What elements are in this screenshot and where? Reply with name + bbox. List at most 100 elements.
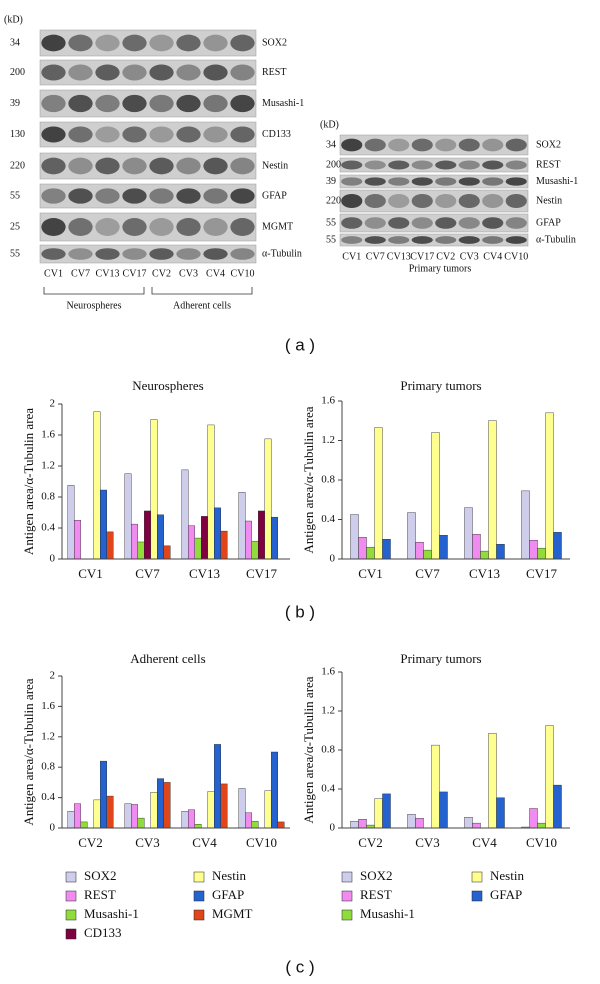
lane-label: CV10 — [504, 251, 528, 262]
bar — [137, 817, 145, 829]
blot-band — [364, 160, 386, 170]
bar — [207, 791, 215, 829]
bar — [537, 822, 546, 829]
bar — [358, 537, 367, 560]
blot-band — [41, 248, 66, 260]
kd-label: 39 — [10, 98, 20, 109]
legend-label: SOX2 — [360, 868, 393, 883]
legend-label: CD133 — [84, 925, 122, 940]
kd-label: 220 — [326, 195, 341, 206]
kd-label: 34 — [10, 37, 20, 48]
bar — [100, 489, 107, 560]
bar — [529, 540, 538, 560]
blot-band — [203, 64, 228, 81]
x-tick-label: CV10 — [246, 835, 277, 850]
legend-swatch — [65, 909, 77, 921]
bar — [238, 788, 246, 829]
bar — [74, 803, 81, 829]
blot-band — [505, 217, 527, 229]
bar — [80, 821, 88, 829]
blot-band — [203, 157, 228, 175]
blot-band — [176, 64, 201, 81]
blot-band — [203, 126, 228, 143]
lane-label: CV17 — [123, 268, 147, 279]
panel-label: ( b ) — [285, 602, 315, 621]
legend-label: Musashi-1 — [84, 906, 139, 921]
blot-band — [341, 160, 363, 170]
bar — [264, 790, 272, 829]
lane-label: CV4 — [483, 251, 502, 262]
bar — [124, 473, 132, 560]
bar — [188, 525, 195, 560]
y-tick-label: 1.6 — [321, 666, 335, 678]
blot-band — [230, 126, 255, 143]
blot-band — [505, 193, 527, 209]
bar — [214, 507, 221, 560]
legend-label: MGMT — [212, 906, 253, 921]
legend-swatch — [193, 871, 205, 883]
y-tick-label: 1.6 — [41, 429, 55, 441]
blot-band — [388, 236, 410, 244]
blot-band — [41, 34, 66, 52]
bar — [93, 411, 101, 560]
lane-label: CV3 — [460, 251, 479, 262]
bar — [144, 510, 151, 560]
chart-title: Adherent cells — [130, 651, 205, 666]
blot-band — [458, 160, 480, 170]
bar — [207, 424, 215, 560]
legend-label: GFAP — [490, 887, 522, 902]
blot-band — [411, 217, 433, 229]
blot-band — [41, 188, 66, 204]
bar — [214, 744, 221, 829]
blot-band — [435, 236, 457, 244]
legend-swatch — [65, 890, 77, 902]
x-tick-label: CV2 — [78, 835, 103, 850]
bar — [407, 814, 416, 829]
blot-band — [482, 138, 504, 152]
bar — [245, 812, 252, 829]
blot-band — [230, 34, 255, 52]
chart-title: Neurospheres — [132, 378, 203, 393]
bar — [251, 820, 259, 829]
chart-title: Primary tumors — [400, 378, 481, 393]
bar — [407, 512, 416, 560]
blot-band — [149, 94, 174, 113]
lane-label: CV1 — [342, 251, 361, 262]
blot-band — [95, 157, 120, 175]
blot-band — [95, 94, 120, 113]
y-tick-label: 0.4 — [321, 783, 335, 795]
y-tick-label: 0.8 — [321, 474, 335, 486]
bar — [67, 485, 75, 560]
blot-band — [41, 64, 66, 81]
blot-band — [176, 188, 201, 204]
bar — [488, 420, 497, 560]
blot-band — [388, 177, 410, 186]
y-tick-label: 0 — [330, 822, 336, 834]
blot-band — [122, 248, 147, 260]
y-axis-label: Antigen area/α-Tubulin area — [21, 408, 36, 555]
blot-band — [411, 138, 433, 152]
blot-band — [203, 248, 228, 260]
blot-band — [411, 193, 433, 209]
blot-band — [68, 157, 93, 175]
blot-band — [482, 177, 504, 186]
blot-strip — [339, 213, 529, 233]
bar — [553, 532, 562, 560]
blot-band — [230, 188, 255, 204]
bar — [545, 412, 554, 560]
blot-band — [482, 236, 504, 244]
blot-band — [458, 236, 480, 244]
bar — [163, 545, 171, 560]
bar — [423, 549, 432, 560]
blot-band — [68, 218, 93, 236]
blot-band — [149, 157, 174, 175]
x-tick-label: CV1 — [78, 566, 103, 581]
legend-swatch — [65, 928, 77, 940]
bracket — [151, 287, 253, 295]
y-tick-label: 1.2 — [41, 460, 55, 472]
bar — [415, 542, 424, 560]
protein-label: Musashi-1 — [536, 176, 578, 187]
blot-band — [505, 160, 527, 170]
protein-label: REST — [262, 67, 286, 78]
